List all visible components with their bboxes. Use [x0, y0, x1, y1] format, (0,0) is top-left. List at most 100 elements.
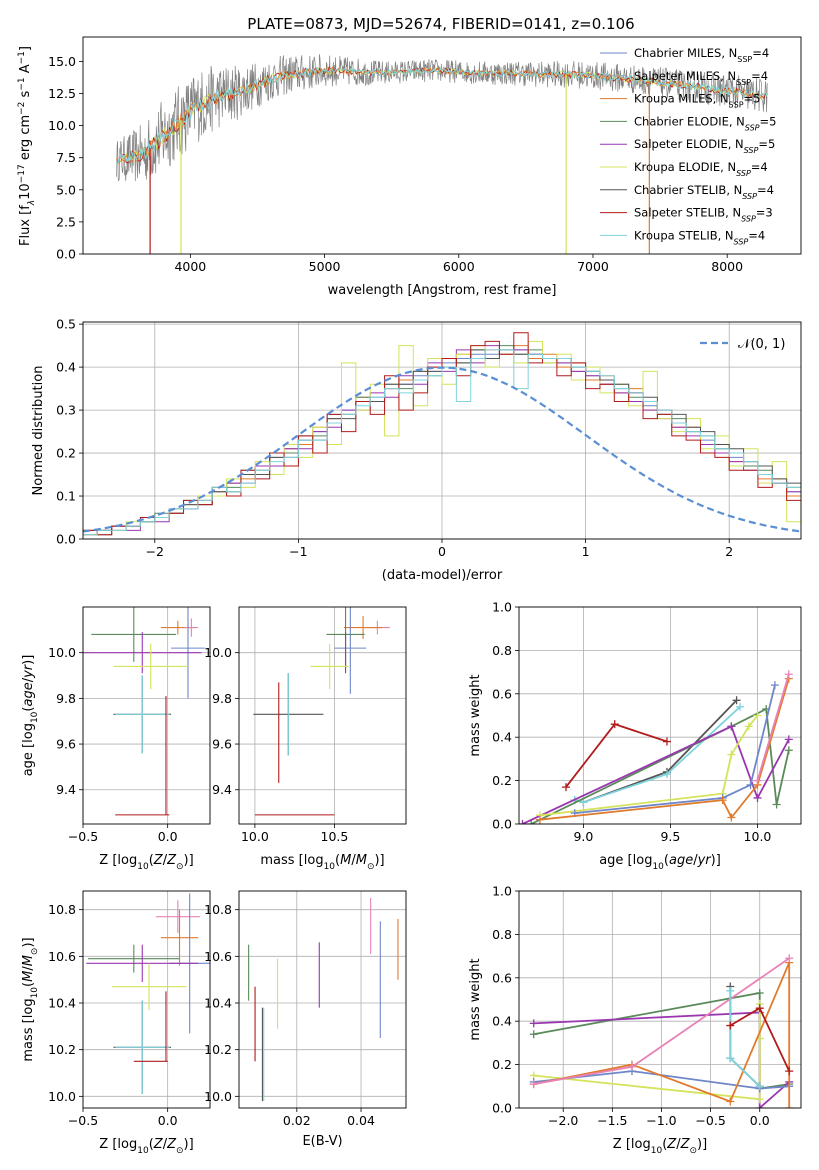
- label-part: )]: [184, 853, 194, 868]
- y-tick-label: 9.4: [56, 782, 76, 797]
- weight-marker: [662, 737, 671, 746]
- weight-marker: [519, 820, 527, 824]
- plot-area: [116, 54, 768, 254]
- legend-sub: SSP: [742, 191, 757, 200]
- label-part: mass [: [260, 853, 303, 868]
- y-tick-label: 0.0: [56, 532, 76, 547]
- plot-area: [86, 893, 210, 1094]
- label-part: 10: [30, 711, 40, 723]
- label-part: (: [149, 1137, 154, 1152]
- legend-label: Chabrier STELIB, NSSP=4: [634, 183, 774, 201]
- y-tick-label: 10.0: [204, 1089, 232, 1104]
- label-part: (: [149, 853, 154, 868]
- x-tick-label: 5000: [309, 259, 341, 274]
- label-part: /: [676, 1137, 681, 1152]
- plot-area: [529, 954, 794, 1108]
- y-tick-label: 9.8: [212, 691, 232, 706]
- weight-marker: [753, 776, 762, 785]
- panel-mass_vs_ebv: 0.02 0.04 10.0 10.2 10.4 10.6 10.8 E(B-V): [204, 890, 407, 1149]
- panel-mass_vs_Z: −0.5 0.010.010.210.410.610.8Z [log10(Z/Z⊙…: [21, 890, 211, 1156]
- weight-marker: [770, 681, 779, 690]
- x-tick-label: 8000: [711, 259, 743, 274]
- weight-marker: [529, 1030, 538, 1039]
- legend-tail: =4: [752, 46, 769, 60]
- x-tick-label: −2.0: [548, 1113, 578, 1128]
- weight-marker: [662, 770, 671, 779]
- axis-label: Z [log10(Z/Z⊙)]: [613, 1137, 707, 1156]
- x-tick-label: −1.0: [646, 1113, 676, 1128]
- weight-marker: [726, 986, 735, 995]
- weight-line: [574, 699, 738, 804]
- y-tick-label: 10.0: [48, 1089, 76, 1104]
- label-part: ]: [18, 46, 33, 51]
- y-tick-label: 0.8: [492, 643, 512, 658]
- label-part: log: [117, 853, 137, 868]
- label-part: /: [163, 853, 168, 868]
- label-part: Z [: [99, 853, 117, 868]
- label-part: ⊙: [30, 948, 40, 956]
- label-part: /: [21, 966, 36, 971]
- y-tick-label: 1.0: [492, 884, 512, 899]
- legend-label: Salpeter STELIB, NSSP=3: [634, 206, 773, 224]
- label-part: )]: [711, 853, 721, 868]
- plot-area: [519, 670, 793, 824]
- label-part: age [: [599, 853, 632, 868]
- label-part: Z: [666, 1137, 677, 1152]
- x-tick-label: 0.02: [283, 1113, 311, 1128]
- y-tick-label: 10.0: [48, 645, 76, 660]
- weight-marker: [726, 1097, 735, 1106]
- legend-label: Kroupa STELIB, NSSP=4: [634, 228, 765, 246]
- weight-marker: [579, 798, 588, 807]
- panel-residuals: −2 −1 0 1 2 0.0 0.1 0.2 0.3 0.4 0.5 𝒩(0, 1) (data-mo…: [31, 317, 802, 583]
- legend-sub: SSP: [737, 55, 752, 64]
- label-part: (: [21, 982, 36, 987]
- y-tick-label: 10.4: [48, 996, 76, 1011]
- y-tick-label: 9.6: [56, 737, 76, 752]
- histogram-step: [83, 345, 801, 539]
- legend-tail: =5: [760, 114, 777, 128]
- weight-marker: [772, 800, 781, 809]
- label-part: −2: [17, 102, 27, 115]
- x-tick-label: 0.04: [347, 1113, 375, 1128]
- panel-spectrum: 4000 5000 6000 7000 8000 0.0 2.5 5.0 7.5 10.0 12.5…: [17, 36, 802, 298]
- weight-marker: [785, 1067, 794, 1076]
- label-part: age: [669, 853, 693, 868]
- label-part: age [: [21, 743, 36, 776]
- y-tick-label: 0.8: [492, 927, 512, 942]
- y-tick-label: 0.2: [492, 1057, 512, 1072]
- y-tick-label: 0.2: [492, 773, 512, 788]
- label-part: log: [631, 1137, 651, 1152]
- x-tick-label: 6000: [443, 259, 475, 274]
- label-part: log: [21, 998, 36, 1018]
- label-part: (: [664, 853, 669, 868]
- plot-area: [83, 332, 801, 539]
- x-tick-label: −1.5: [597, 1113, 627, 1128]
- legend-sub: SSP: [729, 100, 744, 109]
- weight-marker: [527, 820, 536, 824]
- y-tick-label: 0.4: [492, 1014, 512, 1029]
- y-axis-label: mass weight: [468, 674, 483, 756]
- label-part: log: [633, 853, 653, 868]
- histogram-step: [83, 345, 801, 539]
- y-tick-label: 0.0: [56, 247, 76, 262]
- weight-marker: [755, 1104, 764, 1108]
- weight-marker: [785, 954, 794, 963]
- panel-weight_vs_age: 9.0 9.5 10.0 0.0 0.2 0.4 0.6 0.8 1.0 age [log10(a…: [468, 600, 802, 872]
- label-part: (: [335, 853, 340, 868]
- weight-marker: [535, 815, 544, 824]
- legend-label: Chabrier ELODIE, NSSP=5: [634, 114, 776, 131]
- weight-marker: [727, 722, 736, 731]
- weight-marker: [718, 796, 727, 805]
- plot-area: [248, 898, 399, 1101]
- label-part: (: [662, 1137, 667, 1152]
- legend-sub: SSP: [744, 146, 759, 155]
- label-part: age: [21, 682, 36, 706]
- label-part: −1: [17, 77, 27, 90]
- y-tick-label: 10.8: [204, 902, 232, 917]
- x-tick-label: 10.0: [241, 829, 269, 844]
- weight-line: [756, 674, 790, 781]
- y-tick-label: 10.6: [48, 949, 76, 964]
- legend-text: Kroupa MILES, N: [634, 92, 729, 106]
- label-part: s: [18, 90, 33, 101]
